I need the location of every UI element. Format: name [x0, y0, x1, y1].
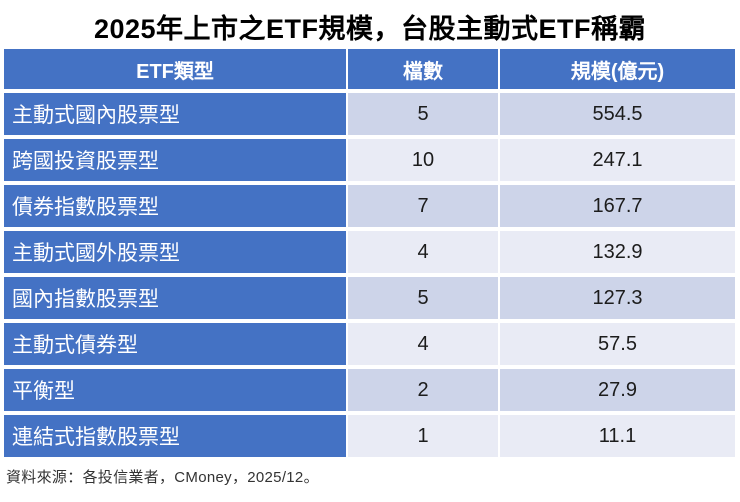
- size-cell: 247.1: [500, 139, 735, 181]
- etf-type-cell: 主動式國內股票型: [4, 93, 346, 135]
- etf-type-cell: 國內指數股票型: [4, 277, 346, 319]
- size-cell: 554.5: [500, 93, 735, 135]
- etf-type-cell: 連結式指數股票型: [4, 415, 346, 457]
- etf-type-cell: 債券指數股票型: [4, 185, 346, 227]
- etf-type-cell: 主動式國外股票型: [4, 231, 346, 273]
- etf-type-cell: 平衡型: [4, 369, 346, 411]
- size-cell: 127.3: [500, 277, 735, 319]
- count-cell: 4: [348, 323, 498, 365]
- column-header-count: 檔數: [348, 49, 498, 89]
- etf-type-cell: 跨國投資股票型: [4, 139, 346, 181]
- count-cell: 1: [348, 415, 498, 457]
- count-cell: 4: [348, 231, 498, 273]
- size-cell: 27.9: [500, 369, 735, 411]
- count-cell: 7: [348, 185, 498, 227]
- size-cell: 57.5: [500, 323, 735, 365]
- count-cell: 5: [348, 93, 498, 135]
- column-header-size: 規模(億元): [500, 49, 735, 89]
- count-cell: 5: [348, 277, 498, 319]
- count-cell: 10: [348, 139, 498, 181]
- page-title: 2025年上市之ETF規模，台股主動式ETF稱霸: [93, 14, 647, 44]
- column-header-etf-type: ETF類型: [4, 49, 346, 89]
- count-cell: 2: [348, 369, 498, 411]
- etf-table: ETF類型 檔數 規模(億元) 主動式國內股票型 5 554.5 跨國投資股票型…: [4, 49, 735, 457]
- size-cell: 132.9: [500, 231, 735, 273]
- etf-type-cell: 主動式債券型: [4, 323, 346, 365]
- size-cell: 11.1: [500, 415, 735, 457]
- source-note: 資料來源：各投信業者，CMoney，2025/12。: [6, 469, 319, 486]
- size-cell: 167.7: [500, 185, 735, 227]
